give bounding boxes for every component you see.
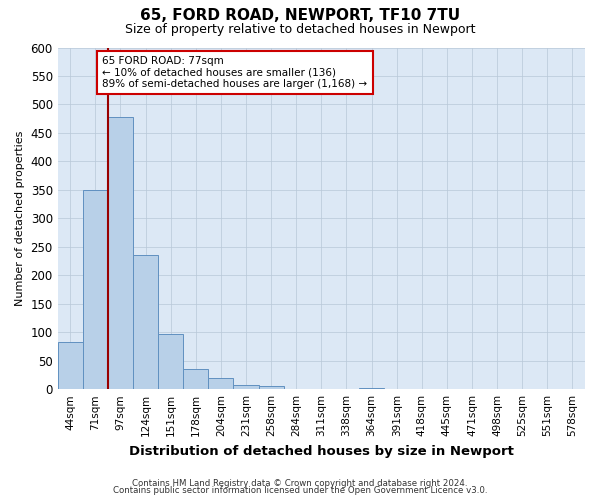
Bar — [158, 334, 183, 389]
Bar — [83, 190, 108, 389]
Text: Contains HM Land Registry data © Crown copyright and database right 2024.: Contains HM Land Registry data © Crown c… — [132, 478, 468, 488]
Bar — [535, 388, 560, 389]
Bar — [434, 388, 460, 389]
Bar — [133, 255, 158, 389]
Bar — [183, 369, 208, 389]
Bar — [359, 388, 384, 389]
Text: 65, FORD ROAD, NEWPORT, TF10 7TU: 65, FORD ROAD, NEWPORT, TF10 7TU — [140, 8, 460, 22]
Bar — [58, 342, 83, 389]
Text: Contains public sector information licensed under the Open Government Licence v3: Contains public sector information licen… — [113, 486, 487, 495]
Bar — [560, 388, 585, 389]
Text: Size of property relative to detached houses in Newport: Size of property relative to detached ho… — [125, 22, 475, 36]
Y-axis label: Number of detached properties: Number of detached properties — [15, 130, 25, 306]
Bar — [259, 386, 284, 389]
Bar — [233, 384, 259, 389]
Bar — [108, 117, 133, 389]
Bar — [208, 378, 233, 389]
Text: 65 FORD ROAD: 77sqm
← 10% of detached houses are smaller (136)
89% of semi-detac: 65 FORD ROAD: 77sqm ← 10% of detached ho… — [103, 56, 368, 89]
X-axis label: Distribution of detached houses by size in Newport: Distribution of detached houses by size … — [129, 444, 514, 458]
